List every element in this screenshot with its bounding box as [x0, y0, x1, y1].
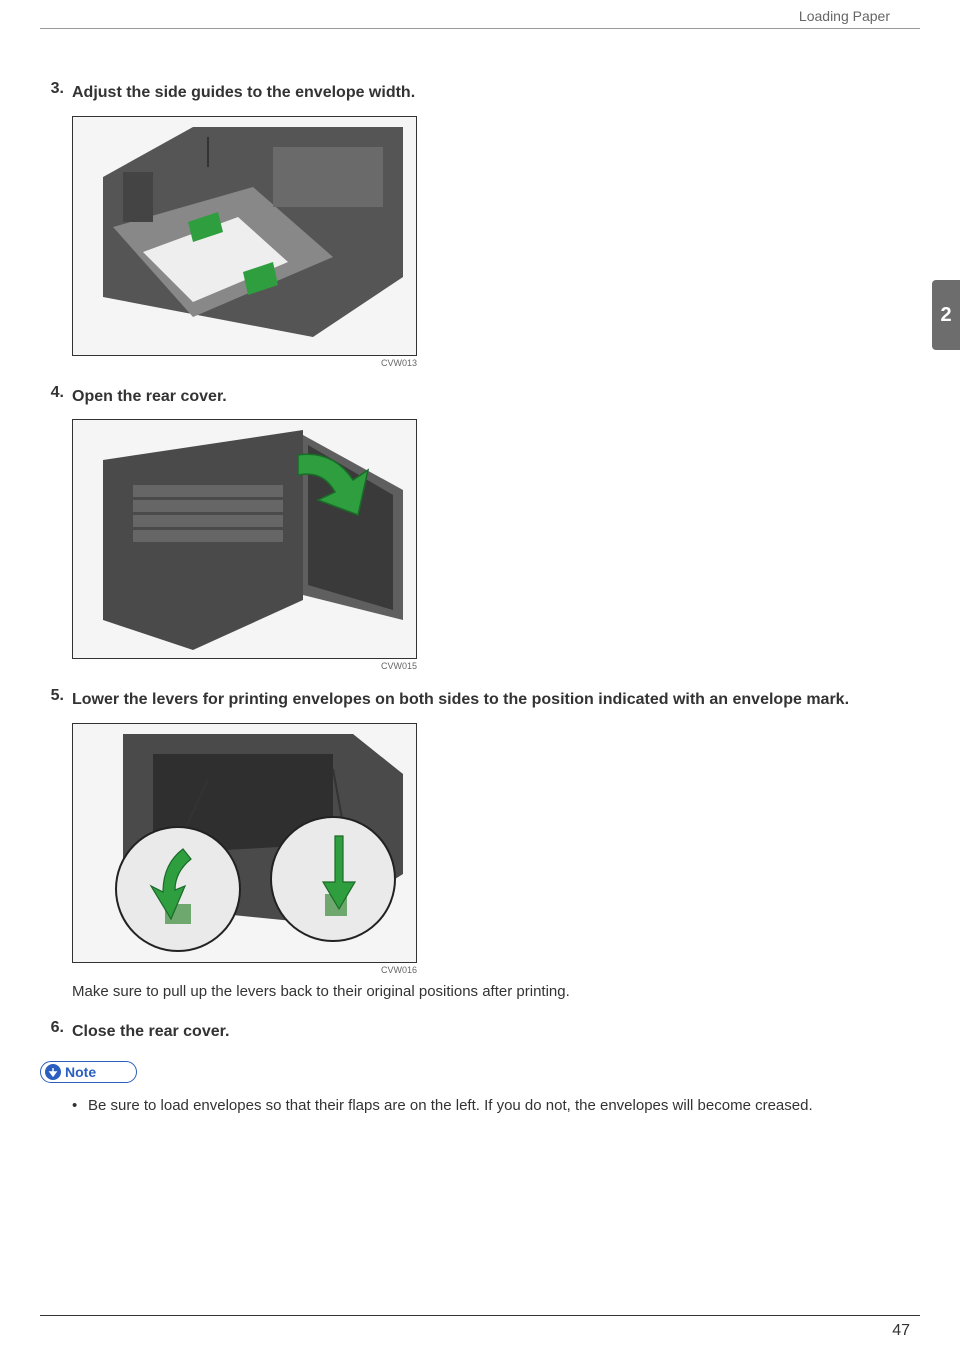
- figure-4-wrap: CVW015: [72, 419, 900, 671]
- step-6: 6. Close the rear cover.: [40, 1019, 900, 1045]
- figure-4: [72, 419, 417, 659]
- step-number: 5.: [40, 687, 64, 705]
- figure-5-wrap: CVW016: [72, 723, 900, 975]
- step-text: Adjust the side guides to the envelope w…: [72, 80, 415, 106]
- header-title: Loading Paper: [799, 8, 890, 24]
- note-section: Note Be sure to load envelopes so that t…: [40, 1061, 900, 1119]
- step-number: 6.: [40, 1019, 64, 1037]
- step-text: Open the rear cover.: [72, 384, 227, 410]
- figure-3-label: CVW013: [72, 358, 417, 368]
- page-number: 47: [892, 1322, 910, 1340]
- step-5: 5. Lower the levers for printing envelop…: [40, 687, 900, 1003]
- note-item: Be sure to load envelopes so that their …: [72, 1093, 900, 1119]
- figure-3-wrap: CVW013: [72, 116, 900, 368]
- step-number: 3.: [40, 80, 64, 98]
- step-3: 3. Adjust the side guides to the envelop…: [40, 80, 900, 368]
- figure-5-label: CVW016: [72, 965, 417, 975]
- note-badge: Note: [40, 1061, 137, 1083]
- step-number: 4.: [40, 384, 64, 402]
- step-text: Close the rear cover.: [72, 1019, 229, 1045]
- step-4: 4. Open the rear cover. CVW0: [40, 384, 900, 672]
- note-list: Be sure to load envelopes so that their …: [72, 1093, 900, 1119]
- figure-3: [72, 116, 417, 356]
- step-5-body: Make sure to pull up the levers back to …: [72, 981, 900, 1004]
- step-text: Lower the levers for printing envelopes …: [72, 687, 849, 713]
- note-label: Note: [65, 1064, 96, 1080]
- figure-4-label: CVW015: [72, 661, 417, 671]
- chapter-tab: 2: [932, 280, 960, 350]
- page-content: 3. Adjust the side guides to the envelop…: [40, 80, 900, 1118]
- header-divider: [40, 28, 920, 29]
- down-arrow-icon: [45, 1064, 61, 1080]
- figure-5: [72, 723, 417, 963]
- footer-divider: [40, 1315, 920, 1316]
